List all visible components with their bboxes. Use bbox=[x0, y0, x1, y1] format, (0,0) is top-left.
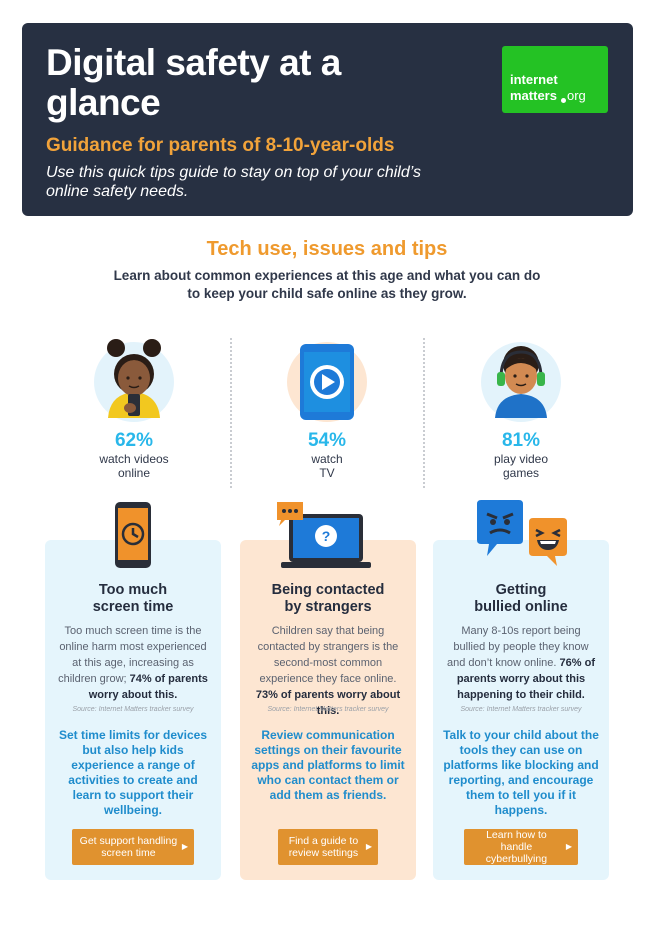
stat-label: play video games bbox=[493, 452, 549, 480]
logo-word-matters: matters bbox=[510, 88, 557, 103]
card-bullying: Getting bullied online Many 8-10s report… bbox=[433, 540, 609, 880]
card-body: Too much screen time is the online harm … bbox=[57, 623, 209, 703]
card-title: Too much screen time bbox=[45, 582, 221, 616]
angry-laughing-chat-icon bbox=[475, 500, 571, 575]
header-banner: Digital safety at a glance Guidance for … bbox=[22, 23, 633, 216]
card-title-line1: Too much bbox=[98, 582, 168, 598]
divider bbox=[230, 338, 232, 488]
card-title-line1: Getting bbox=[495, 582, 547, 598]
stat-videos: 62% watch videos online bbox=[54, 330, 214, 480]
card-screen-time: Too much screen time Too much screen tim… bbox=[45, 540, 221, 880]
review-settings-button[interactable]: Find a guide to review settings ▶ bbox=[278, 829, 378, 865]
card-title-line1: Being contacted bbox=[271, 582, 385, 598]
button-label: Get support handling screen time bbox=[79, 835, 178, 859]
card-body-text: Too much screen time is the online harm … bbox=[58, 625, 207, 685]
stat-games: 81% play video games bbox=[441, 330, 601, 480]
logo-dot bbox=[561, 98, 566, 103]
screen-time-support-button[interactable]: Get support handling screen time ▶ bbox=[72, 829, 194, 865]
card-source: Source: Internet Matters tracker survey bbox=[267, 706, 389, 713]
card-tip: Review communication settings on their f… bbox=[251, 728, 405, 802]
stat-percent: 62% bbox=[114, 430, 154, 451]
logo-word-internet: internet bbox=[510, 72, 558, 87]
caret-right-icon: ▶ bbox=[181, 842, 188, 851]
page-intro: Use this quick tips guide to stay on top… bbox=[46, 164, 422, 200]
card-body-text: Many 8-10s report being bullied by peopl… bbox=[447, 625, 589, 669]
card-title-line2: by strangers bbox=[284, 599, 372, 615]
card-tip: Set time limits for devices but also hel… bbox=[58, 728, 208, 817]
phone-clock-icon bbox=[113, 502, 153, 575]
internet-matters-logo[interactable]: internet matters org bbox=[502, 46, 608, 113]
section-title: Tech use, issues and tips bbox=[206, 238, 448, 260]
girl-with-phone-icon bbox=[86, 330, 182, 426]
card-title-line2: screen time bbox=[92, 599, 174, 615]
stat-label: watch videos online bbox=[99, 452, 169, 480]
caret-right-icon: ▶ bbox=[365, 842, 372, 851]
cyberbullying-help-button[interactable]: Learn how to handle cyberbullying ▶ bbox=[464, 829, 578, 865]
stat-tv: 54% watch TV bbox=[247, 330, 407, 480]
caret-right-icon: ▶ bbox=[565, 842, 572, 851]
stat-percent: 54% bbox=[307, 430, 347, 451]
tablet-play-icon bbox=[279, 330, 375, 426]
logo-suffix: org bbox=[567, 88, 586, 103]
card-title-line2: bullied online bbox=[474, 599, 568, 615]
card-title: Being contacted by strangers bbox=[240, 582, 416, 616]
card-strangers: Being contacted by strangers Children sa… bbox=[240, 540, 416, 880]
laptop-question-icon: ? bbox=[275, 500, 375, 575]
section-intro: Learn about common experiences at this a… bbox=[113, 268, 541, 301]
card-body: Children say that being contacted by str… bbox=[252, 623, 404, 719]
card-tip: Talk to your child about the tools they … bbox=[443, 728, 599, 817]
card-body-text: Children say that being contacted by str… bbox=[257, 625, 399, 685]
page-title: Digital safety at a glance bbox=[46, 42, 341, 123]
card-body-stat: 73% of parents worry about this. bbox=[255, 689, 401, 717]
card-title: Getting bullied online bbox=[433, 582, 609, 616]
card-source: Source: Internet Matters tracker survey bbox=[72, 706, 194, 713]
svg-text:?: ? bbox=[322, 528, 331, 544]
card-body-stat: 74% of parents worry about this. bbox=[88, 673, 208, 701]
divider bbox=[423, 338, 425, 488]
card-body: Many 8-10s report being bullied by peopl… bbox=[445, 623, 597, 703]
button-label: Find a guide to review settings bbox=[288, 835, 359, 859]
stat-label: watch TV bbox=[311, 452, 343, 480]
page-subtitle: Guidance for parents of 8-10-year-olds bbox=[46, 135, 395, 156]
button-label: Learn how to handle cyberbullying bbox=[485, 829, 548, 865]
card-source: Source: Internet Matters tracker survey bbox=[460, 706, 582, 713]
stat-percent: 81% bbox=[501, 430, 541, 451]
gamer-headset-icon bbox=[473, 330, 569, 426]
card-body-stat: 76% of parents worry about this happenin… bbox=[456, 657, 595, 701]
